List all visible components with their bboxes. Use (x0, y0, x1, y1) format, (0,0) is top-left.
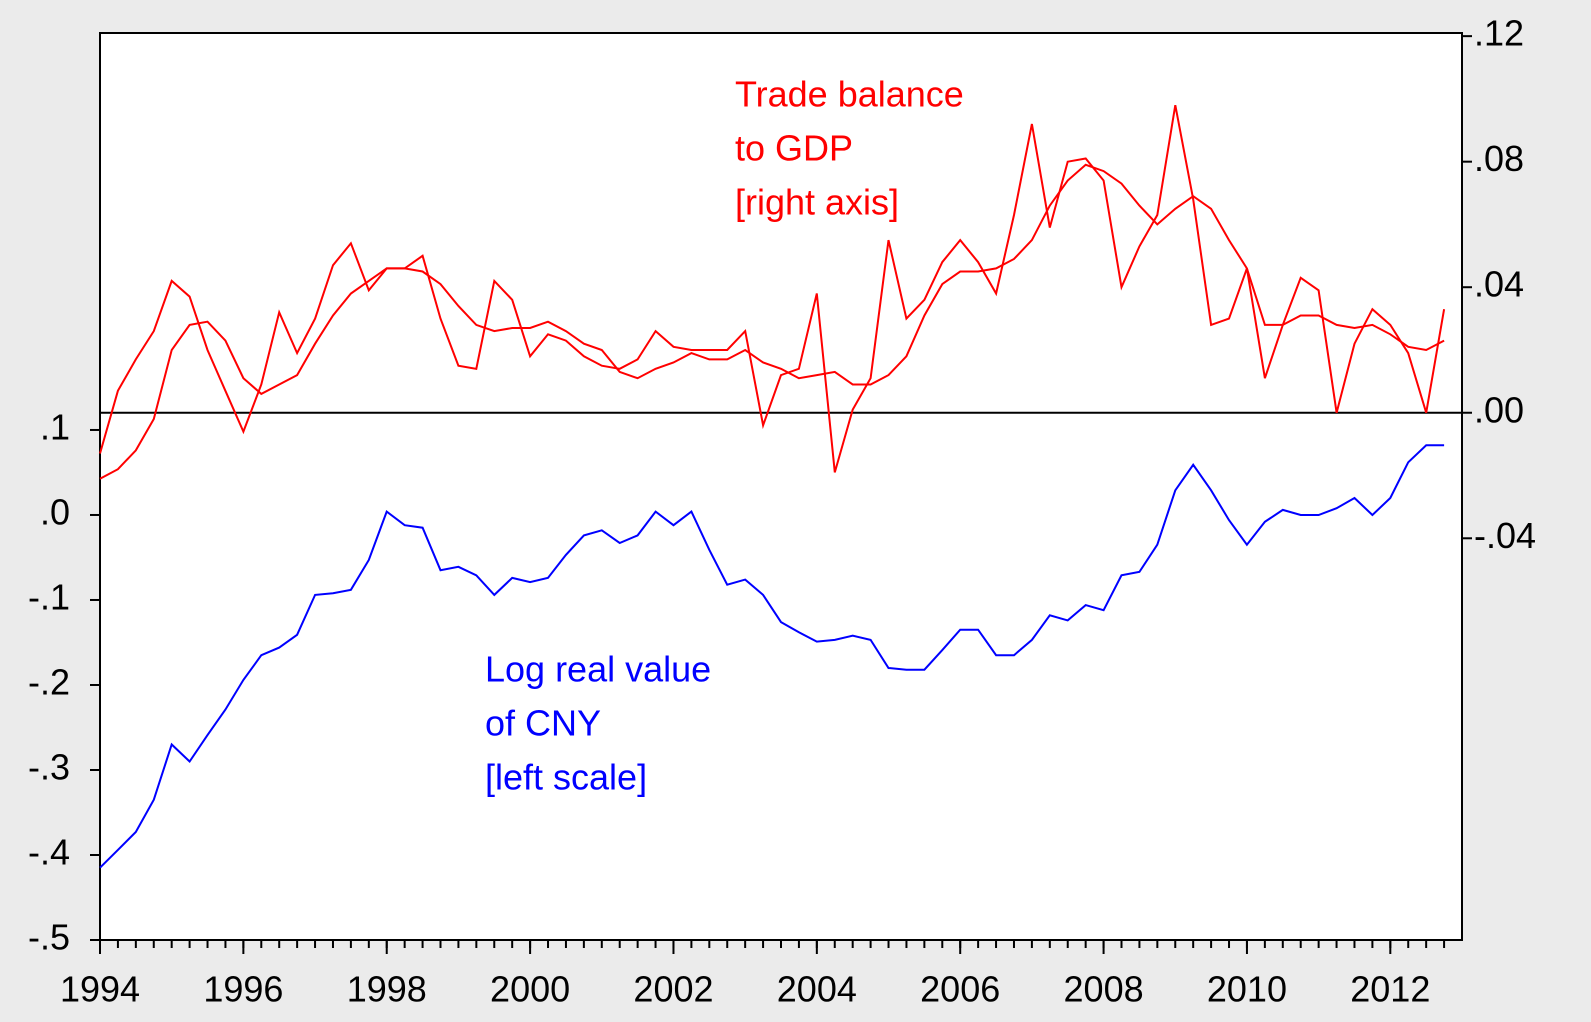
x-tick-label: 1994 (60, 969, 140, 1010)
y-tick-label: -.5 (28, 917, 70, 958)
x-tick-label: 2000 (490, 969, 570, 1010)
series-line (99, 105, 1446, 473)
plot-area (99, 32, 1463, 941)
annotation: [right axis] (735, 182, 899, 223)
x-tick-label: 2004 (777, 969, 857, 1010)
y2-tick-label: .12 (1474, 13, 1524, 54)
y-tick-label: .0 (40, 491, 70, 532)
y-tick-label: -.2 (28, 662, 70, 703)
y-tick-label: -.4 (28, 832, 70, 873)
x-tick-label: 2002 (633, 969, 713, 1010)
x-tick-label: 2010 (1207, 969, 1287, 1010)
y2-tick-label: .04 (1474, 264, 1524, 305)
annotation: Log real value (485, 649, 711, 690)
annotation: Trade balance (735, 74, 964, 115)
y2-tick-label: -.04 (1474, 515, 1536, 556)
annotation: [left scale] (485, 757, 647, 798)
x-tick-label: 2008 (1064, 969, 1144, 1010)
x-tick-label: 1998 (347, 969, 427, 1010)
x-tick-label: 1996 (203, 969, 283, 1010)
x-tick-label: 2012 (1350, 969, 1430, 1010)
series-line (99, 163, 1445, 480)
y2-tick-label: .08 (1474, 138, 1524, 179)
annotation: of CNY (485, 703, 601, 744)
x-tick-label: 2006 (920, 969, 1000, 1010)
y2-tick-label: .00 (1474, 389, 1524, 430)
y-tick-label: -.1 (28, 576, 70, 617)
y-tick-label: .1 (40, 406, 70, 447)
annotation: to GDP (735, 128, 853, 169)
y-tick-label: -.3 (28, 747, 70, 788)
series-line (99, 444, 1445, 869)
